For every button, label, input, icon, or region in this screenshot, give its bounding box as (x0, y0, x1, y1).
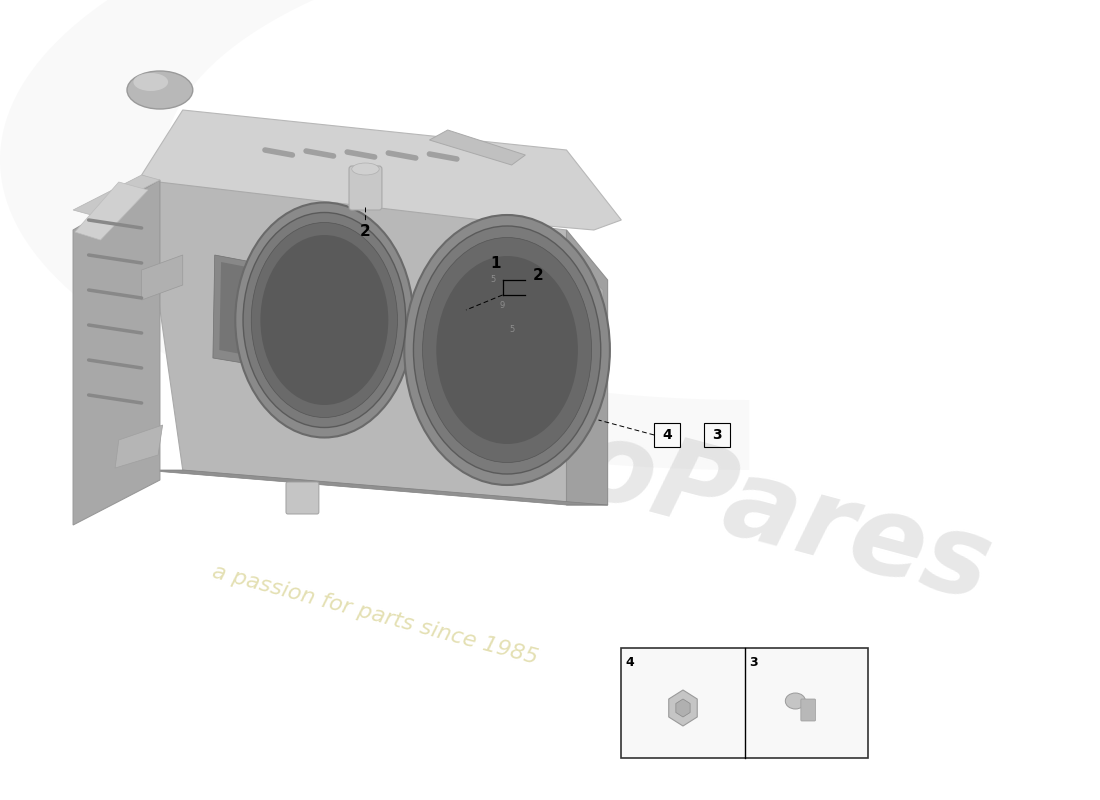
Polygon shape (558, 250, 603, 310)
Text: 3: 3 (749, 656, 758, 669)
Polygon shape (73, 180, 160, 525)
Ellipse shape (405, 215, 609, 485)
Ellipse shape (243, 213, 406, 427)
Text: 3: 3 (713, 428, 722, 442)
Text: 9: 9 (499, 301, 505, 310)
Text: 2: 2 (360, 225, 371, 239)
Polygon shape (75, 182, 148, 240)
Ellipse shape (785, 693, 805, 709)
Polygon shape (142, 470, 607, 505)
Bar (654, 423, 680, 447)
FancyBboxPatch shape (349, 166, 382, 210)
Bar (621, 648, 868, 758)
Ellipse shape (414, 226, 601, 474)
Ellipse shape (235, 202, 414, 438)
Text: 4: 4 (626, 656, 635, 669)
Text: 2: 2 (532, 269, 543, 283)
Polygon shape (116, 425, 163, 468)
Polygon shape (566, 230, 607, 505)
Ellipse shape (126, 71, 192, 109)
Polygon shape (429, 130, 526, 165)
Ellipse shape (437, 256, 578, 444)
Polygon shape (75, 190, 148, 515)
Polygon shape (219, 262, 340, 372)
Ellipse shape (133, 73, 168, 91)
Text: 4: 4 (662, 428, 672, 442)
Ellipse shape (251, 222, 397, 418)
FancyBboxPatch shape (286, 482, 319, 514)
Text: euroPares: euroPares (365, 357, 1003, 623)
Polygon shape (142, 180, 607, 505)
Bar (704, 423, 730, 447)
Ellipse shape (261, 235, 388, 405)
Polygon shape (142, 255, 183, 300)
Text: 5: 5 (509, 326, 515, 334)
Text: a passion for parts since 1985: a passion for parts since 1985 (210, 562, 540, 668)
Polygon shape (73, 175, 160, 215)
Polygon shape (0, 0, 749, 470)
Ellipse shape (422, 238, 592, 462)
Polygon shape (213, 255, 348, 380)
Polygon shape (142, 110, 621, 230)
Text: 5: 5 (491, 275, 496, 285)
FancyBboxPatch shape (801, 699, 815, 721)
Ellipse shape (352, 163, 379, 175)
Text: 1: 1 (490, 257, 500, 271)
